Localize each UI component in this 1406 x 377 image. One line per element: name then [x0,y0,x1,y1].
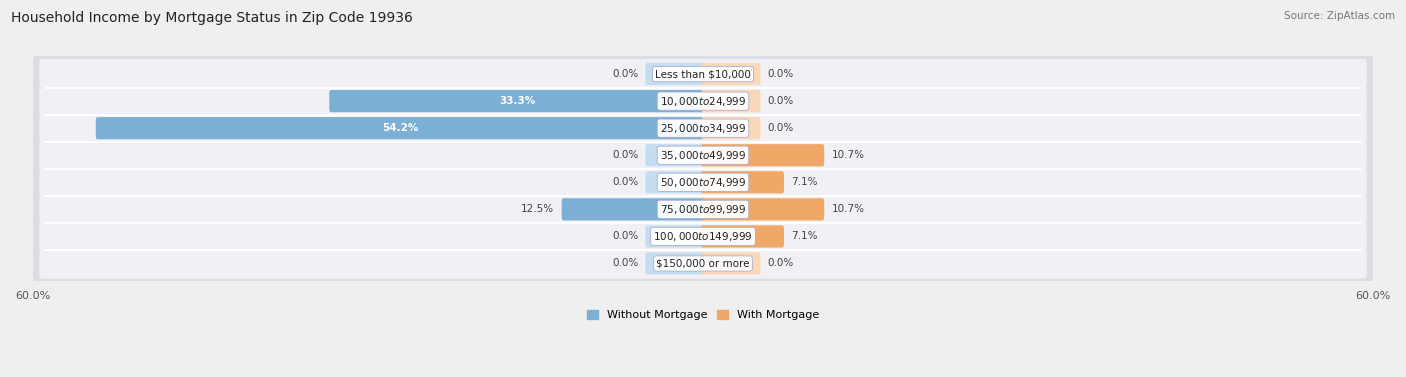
FancyBboxPatch shape [645,252,704,274]
Text: 0.0%: 0.0% [768,123,794,133]
FancyBboxPatch shape [702,90,761,112]
Text: 10.7%: 10.7% [831,204,865,215]
FancyBboxPatch shape [32,191,1374,228]
FancyBboxPatch shape [702,144,824,166]
Text: 7.1%: 7.1% [792,231,818,241]
FancyBboxPatch shape [96,117,704,139]
FancyBboxPatch shape [32,55,1374,93]
FancyBboxPatch shape [39,59,1367,89]
Text: 0.0%: 0.0% [612,231,638,241]
Text: 7.1%: 7.1% [792,177,818,187]
Text: 10.7%: 10.7% [831,150,865,160]
Text: 0.0%: 0.0% [768,96,794,106]
FancyBboxPatch shape [32,83,1374,120]
FancyBboxPatch shape [702,225,785,248]
FancyBboxPatch shape [32,245,1374,282]
FancyBboxPatch shape [561,198,704,221]
Text: $25,000 to $34,999: $25,000 to $34,999 [659,122,747,135]
FancyBboxPatch shape [32,136,1374,174]
FancyBboxPatch shape [702,252,761,274]
Text: Less than $10,000: Less than $10,000 [655,69,751,79]
FancyBboxPatch shape [39,113,1367,143]
Text: $150,000 or more: $150,000 or more [657,259,749,268]
Text: 0.0%: 0.0% [612,259,638,268]
FancyBboxPatch shape [702,198,824,221]
FancyBboxPatch shape [39,248,1367,279]
Text: $75,000 to $99,999: $75,000 to $99,999 [659,203,747,216]
Text: $35,000 to $49,999: $35,000 to $49,999 [659,149,747,162]
Text: 0.0%: 0.0% [612,150,638,160]
Text: $100,000 to $149,999: $100,000 to $149,999 [654,230,752,243]
FancyBboxPatch shape [32,109,1374,147]
FancyBboxPatch shape [39,221,1367,251]
FancyBboxPatch shape [645,63,704,85]
FancyBboxPatch shape [32,164,1374,201]
Legend: Without Mortgage, With Mortgage: Without Mortgage, With Mortgage [582,306,824,325]
FancyBboxPatch shape [645,144,704,166]
Text: 0.0%: 0.0% [768,259,794,268]
FancyBboxPatch shape [645,225,704,248]
Text: Household Income by Mortgage Status in Zip Code 19936: Household Income by Mortgage Status in Z… [11,11,413,25]
FancyBboxPatch shape [702,63,761,85]
FancyBboxPatch shape [702,117,761,139]
FancyBboxPatch shape [39,86,1367,116]
FancyBboxPatch shape [39,167,1367,198]
FancyBboxPatch shape [39,194,1367,225]
Text: $10,000 to $24,999: $10,000 to $24,999 [659,95,747,107]
FancyBboxPatch shape [39,140,1367,170]
FancyBboxPatch shape [645,171,704,193]
Text: 0.0%: 0.0% [612,69,638,79]
Text: Source: ZipAtlas.com: Source: ZipAtlas.com [1284,11,1395,21]
Text: 0.0%: 0.0% [768,69,794,79]
FancyBboxPatch shape [329,90,704,112]
Text: $50,000 to $74,999: $50,000 to $74,999 [659,176,747,189]
FancyBboxPatch shape [32,218,1374,255]
FancyBboxPatch shape [702,171,785,193]
Text: 12.5%: 12.5% [522,204,554,215]
Text: 0.0%: 0.0% [612,177,638,187]
Text: 33.3%: 33.3% [499,96,536,106]
Text: 54.2%: 54.2% [382,123,419,133]
